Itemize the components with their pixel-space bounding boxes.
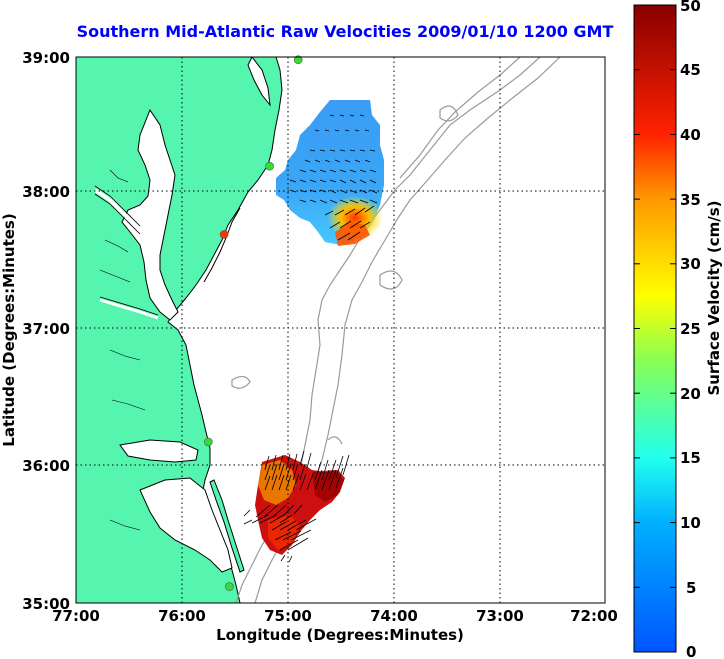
radar-station-marker bbox=[219, 230, 229, 239]
x-tick-label: 73:00 bbox=[476, 607, 524, 625]
colorbar-ticks bbox=[634, 69, 676, 588]
radar-station-marker bbox=[225, 582, 234, 591]
y-tick-label: 39:00 bbox=[22, 49, 70, 67]
colorbar-tick-label: 25 bbox=[680, 320, 701, 338]
pamlico-sound bbox=[139, 477, 233, 573]
x-tick-label: 75:00 bbox=[264, 607, 312, 625]
x-axis-label: Longitude (Degrees:Minutes) bbox=[216, 626, 464, 644]
north-velocity-vectors bbox=[289, 114, 378, 241]
y-tick-label: 37:00 bbox=[22, 320, 70, 338]
radar-stations bbox=[204, 55, 303, 591]
x-tick-label: 76:00 bbox=[158, 607, 206, 625]
radar-station-marker bbox=[204, 437, 213, 447]
colorbar-tick-label: 30 bbox=[680, 255, 701, 273]
y-axis-label: Latitude (Degrees:Minutes) bbox=[0, 213, 18, 446]
colorbar-tick-label: 10 bbox=[680, 514, 701, 532]
y-tick-labels: 39:00 38:00 37:00 36:00 35:00 bbox=[22, 49, 70, 613]
colorbar-tick-label: 15 bbox=[680, 449, 701, 467]
colorbar-label: Surface Velocity (cm/s) bbox=[705, 200, 723, 395]
james-river bbox=[99, 298, 159, 320]
potomac-river bbox=[93, 188, 142, 232]
albemarle-sound bbox=[119, 439, 199, 463]
radar-station-marker bbox=[293, 55, 303, 65]
colorbar-tick-label: 45 bbox=[680, 61, 701, 79]
y-tick-label: 35:00 bbox=[22, 595, 70, 613]
colorbar bbox=[633, 4, 677, 653]
colorbar-tick-label: 40 bbox=[680, 126, 701, 144]
plot-area bbox=[76, 57, 605, 603]
y-tick-label: 36:00 bbox=[22, 457, 70, 475]
colorbar-tick-labels: 50 45 40 35 30 25 20 15 10 5 0 bbox=[680, 0, 701, 659]
delaware-bay bbox=[247, 57, 271, 107]
map-title: Southern Mid-Atlantic Raw Velocities 200… bbox=[76, 22, 614, 41]
colorbar-tick-label: 0 bbox=[686, 643, 696, 659]
y-tick-label: 38:00 bbox=[22, 183, 70, 201]
colorbar-tick-label: 20 bbox=[680, 385, 701, 403]
colorbar-tick-label: 5 bbox=[686, 579, 696, 597]
barrier-island bbox=[209, 479, 245, 573]
colorbar-tick-label: 50 bbox=[680, 0, 701, 15]
colorbar-tick-label: 35 bbox=[680, 191, 701, 209]
grid-lines bbox=[76, 57, 605, 603]
radar-station-marker bbox=[265, 161, 274, 171]
plot-frame bbox=[75, 56, 606, 604]
x-tick-label: 77:00 bbox=[52, 607, 100, 625]
x-tick-label: 74:00 bbox=[370, 607, 418, 625]
x-tick-labels: 77:00 76:00 75:00 74:00 73:00 72:00 bbox=[52, 607, 618, 625]
x-tick-label: 72:00 bbox=[570, 607, 618, 625]
